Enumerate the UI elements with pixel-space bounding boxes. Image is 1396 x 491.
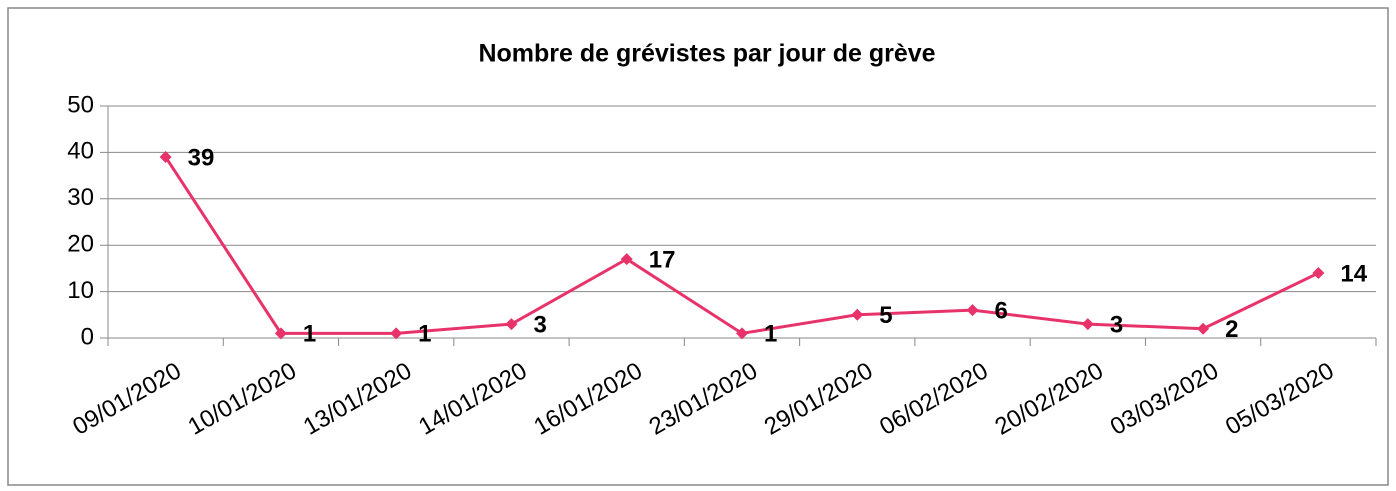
data-label: 39 bbox=[188, 144, 215, 171]
marker bbox=[1197, 322, 1210, 335]
marker bbox=[1312, 267, 1325, 280]
marker bbox=[736, 327, 748, 340]
marker bbox=[851, 308, 864, 321]
data-label: 1 bbox=[764, 321, 777, 348]
y-tick-label: 30 bbox=[67, 184, 94, 211]
data-label: 1 bbox=[418, 321, 431, 348]
chart-title: Nombre de grévistes par jour de grève bbox=[478, 40, 935, 68]
y-tick-label: 20 bbox=[67, 231, 94, 258]
data-label: 1 bbox=[303, 321, 316, 348]
data-label: 2 bbox=[1225, 316, 1238, 343]
y-tick-label: 0 bbox=[81, 323, 94, 350]
data-label: 17 bbox=[649, 246, 676, 273]
data-label: 3 bbox=[533, 311, 546, 338]
marker bbox=[274, 327, 287, 340]
data-label: 5 bbox=[879, 302, 892, 329]
data-label: 3 bbox=[1110, 311, 1123, 338]
marker bbox=[620, 253, 633, 266]
y-tick-label: 50 bbox=[67, 91, 94, 118]
y-tick-label: 10 bbox=[67, 277, 94, 304]
marker bbox=[159, 151, 172, 164]
marker bbox=[966, 304, 979, 317]
data-label: 14 bbox=[1340, 260, 1367, 287]
marker bbox=[390, 327, 403, 340]
chart-border bbox=[7, 7, 1389, 486]
marker bbox=[1081, 318, 1094, 331]
data-label: 6 bbox=[995, 298, 1008, 325]
marker bbox=[505, 318, 518, 331]
y-tick-label: 40 bbox=[67, 138, 94, 165]
